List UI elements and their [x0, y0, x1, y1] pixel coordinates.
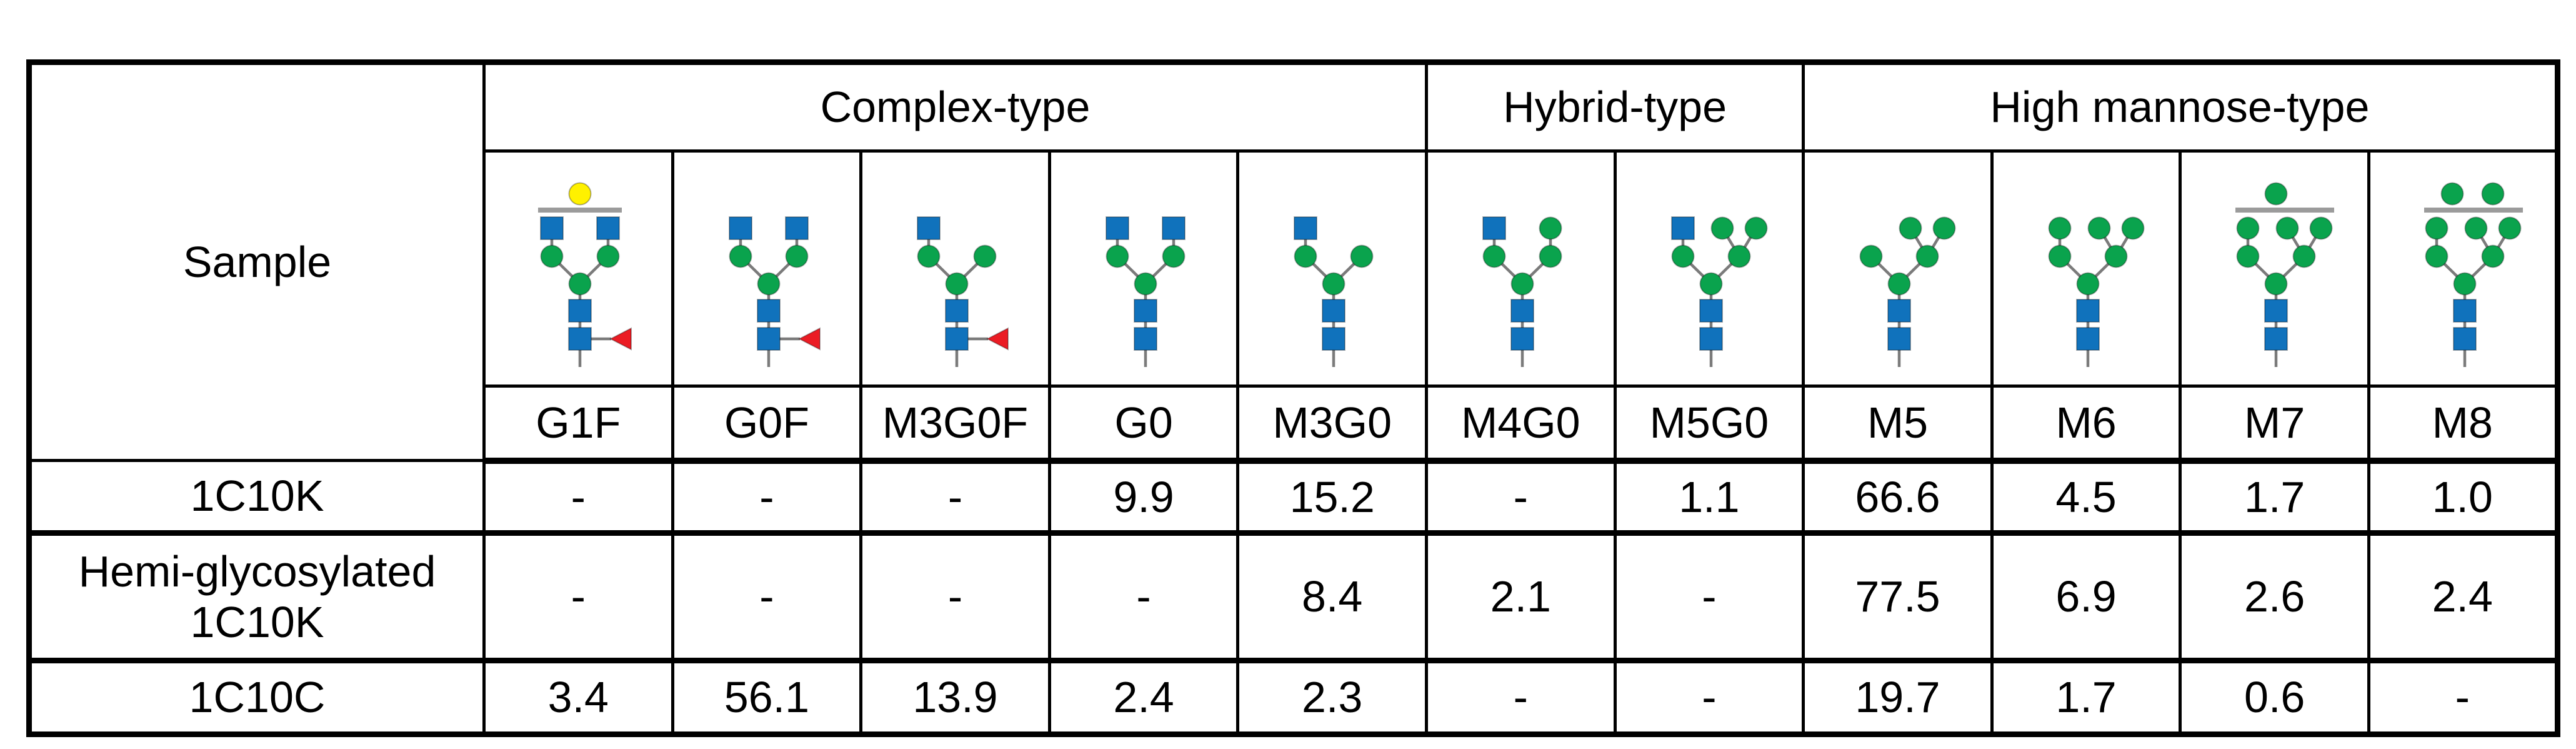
glycan-structure-icon	[1670, 216, 1768, 367]
value-cell: 56.1	[671, 659, 863, 737]
value-cell: 2.3	[1236, 659, 1428, 737]
value-cell: -	[859, 531, 1051, 663]
value-cell: 8.4	[1236, 531, 1428, 663]
glycan-diagram-g0f	[671, 149, 863, 388]
glycan-label-row: G1F G0F M3G0F G0 M3G0 M4G0 M5G0 M5 M6 M7…	[29, 385, 2559, 464]
column-label-g1f: G1F	[482, 385, 674, 464]
column-label-m3g0f: M3G0F	[859, 385, 1051, 464]
column-label-m5g0: M5G0	[1613, 385, 1805, 464]
glycan-structure-icon	[2235, 182, 2335, 367]
value-cell: 2.4	[2367, 531, 2559, 663]
column-label-m5: M5	[1802, 385, 1994, 464]
value-cell: -	[1047, 531, 1240, 663]
glycan-diagram-m8	[2367, 149, 2559, 388]
table-row-hemi-glycosylated-1c10k: Hemi-glycosylated 1C10K - - - - 8.4 2.1 …	[27, 531, 2559, 663]
glycan-diagram-m3g0f	[859, 149, 1051, 388]
value-cell: 1.7	[1990, 659, 2182, 737]
glycan-diagram-m7	[2179, 149, 2370, 388]
value-cell: 13.9	[859, 659, 1051, 737]
value-cell: 1.0	[2367, 459, 2559, 536]
value-cell: 77.5	[1802, 531, 1994, 663]
glycan-diagram-m5g0	[1613, 149, 1805, 388]
column-label-m6: M6	[1990, 385, 2182, 464]
value-cell: 15.2	[1236, 459, 1428, 536]
glycan-structure-icon	[728, 216, 821, 367]
column-label-m7: M7	[2179, 385, 2370, 464]
table-row-1c10c: 1C10C 3.4 56.1 13.9 2.4 2.3 - - 19.7 1.7…	[27, 659, 2559, 737]
glycan-structure-icon	[1105, 216, 1186, 367]
value-cell: 19.7	[1802, 659, 1994, 737]
column-label-g0f: G0F	[671, 385, 863, 464]
value-cell: -	[671, 459, 863, 536]
glycan-structure-icon	[538, 182, 632, 367]
glycan-structure-icon	[2048, 216, 2145, 367]
sample-name: Hemi-glycosylated 1C10K	[27, 531, 486, 663]
sample-name: 1C10K	[27, 459, 486, 536]
column-label-g0: G0	[1047, 385, 1240, 464]
glycan-diagram-m4g0	[1425, 149, 1617, 388]
value-cell: 2.1	[1425, 531, 1617, 663]
glycan-diagram-m6	[1990, 149, 2182, 388]
value-cell: 1.7	[2179, 459, 2370, 536]
glycan-diagram-g0	[1047, 149, 1240, 388]
glycan-diagram-m3g0	[1236, 149, 1428, 388]
value-cell: 4.5	[1990, 459, 2182, 536]
sample-column-header: Sample	[27, 61, 486, 462]
column-label-m3g0: M3G0	[1236, 385, 1428, 464]
value-cell: -	[1425, 459, 1617, 536]
value-cell: -	[859, 459, 1051, 536]
value-cell: -	[482, 531, 674, 663]
value-cell: 6.9	[1990, 531, 2182, 663]
value-cell: 66.6	[1802, 459, 1994, 536]
glycan-diagram-row	[29, 149, 2559, 388]
glycan-structure-icon	[1294, 216, 1374, 367]
value-cell: -	[482, 459, 674, 536]
table-row-1c10k: 1C10K - - - 9.9 15.2 - 1.1 66.6 4.5 1.7 …	[27, 459, 2559, 536]
glycan-structure-icon	[1482, 216, 1562, 367]
group-header-row: Sample Complex-type Hybrid-type High man…	[27, 61, 2559, 462]
value-cell: 2.6	[2179, 531, 2370, 663]
value-cell: -	[1613, 531, 1805, 663]
column-label-m8: M8	[2367, 385, 2559, 464]
group-header-complex-type: Complex-type	[482, 61, 1428, 153]
glycan-structure-icon	[917, 216, 1009, 367]
glycan-structure-icon	[2424, 182, 2523, 367]
value-cell: 2.4	[1047, 659, 1240, 737]
glycan-structure-icon	[1859, 216, 1956, 367]
sample-name: 1C10C	[27, 659, 486, 737]
value-cell: 9.9	[1047, 459, 1240, 536]
glycan-diagram-g1f	[482, 149, 674, 388]
value-cell: 0.6	[2179, 659, 2370, 737]
glycan-composition-table: Sample Complex-type Hybrid-type High man…	[26, 59, 2560, 737]
value-cell: -	[2367, 659, 2559, 737]
column-label-m4g0: M4G0	[1425, 385, 1617, 464]
value-cell: -	[671, 531, 863, 663]
value-cell: 3.4	[482, 659, 674, 737]
group-header-hybrid-type: Hybrid-type	[1424, 61, 1805, 153]
glycan-diagram-m5	[1802, 149, 1994, 388]
group-header-high-mannose-type: High mannose-type	[1802, 61, 2559, 153]
value-cell: -	[1613, 659, 1805, 737]
value-cell: -	[1425, 659, 1617, 737]
value-cell: 1.1	[1613, 459, 1805, 536]
